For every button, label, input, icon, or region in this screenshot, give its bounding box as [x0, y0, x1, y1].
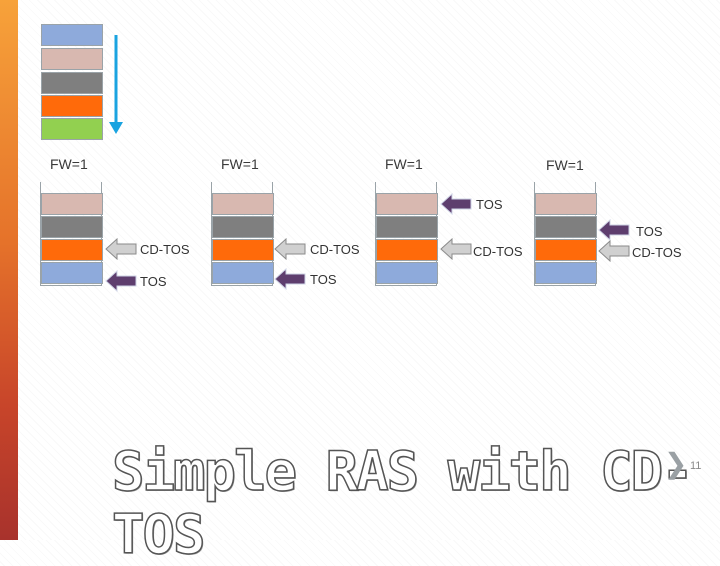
cd-tos-pointer-icon — [274, 238, 306, 260]
tos-label: TOS — [636, 224, 663, 239]
stack-slot-pink — [212, 193, 274, 215]
stack-slot-pink — [41, 193, 103, 215]
fw-label-1: FW=1 — [50, 156, 88, 172]
tos-pointer-icon — [274, 268, 306, 290]
stack-slot-blue — [376, 262, 438, 284]
cd-tos-pointer-icon — [105, 238, 137, 260]
cd-tos-label: CD-TOS — [473, 244, 523, 259]
tos-pointer-icon — [440, 193, 472, 215]
cd-tos-pointer-icon — [440, 238, 472, 260]
stack-slot-orange — [535, 239, 597, 261]
legend-slot-gray — [41, 72, 103, 94]
push-order-arrow — [109, 35, 123, 134]
cd-tos-label: CD-TOS — [310, 242, 360, 257]
fw-label-2: FW=1 — [221, 156, 259, 172]
tos-label: TOS — [310, 272, 337, 287]
legend-slot-blue — [41, 24, 103, 46]
page-number: 11 — [690, 460, 702, 472]
tos-pointer-icon — [105, 270, 137, 292]
stack-slot-blue — [41, 262, 103, 284]
stack-slot-pink — [376, 193, 438, 215]
chevron-right-icon: ❯ — [664, 448, 688, 479]
legend-slot-green — [41, 118, 103, 140]
stack-slot-blue — [212, 262, 274, 284]
fw-label-4: FW=1 — [546, 157, 584, 173]
fw-label-3: FW=1 — [385, 156, 423, 172]
stack-slot-gray — [535, 216, 597, 238]
stack-slot-orange — [376, 239, 438, 261]
legend-slot-orange — [41, 95, 103, 117]
cd-tos-pointer-icon — [598, 240, 630, 262]
stack-slot-orange — [41, 239, 103, 261]
sidebar-accent — [0, 0, 18, 540]
stack-slot-gray — [376, 216, 438, 238]
legend-slot-pink — [41, 48, 103, 70]
stack-slot-pink — [535, 193, 597, 215]
tos-pointer-icon — [598, 219, 630, 241]
stack-slot-blue — [535, 262, 597, 284]
slide-title: Simple RAS with CD-TOS — [111, 439, 694, 566]
stack-slot-gray — [41, 216, 103, 238]
stack-slot-gray — [212, 216, 274, 238]
tos-label: TOS — [476, 197, 503, 212]
cd-tos-label: CD-TOS — [140, 242, 190, 257]
cd-tos-label: CD-TOS — [632, 245, 682, 260]
stack-slot-orange — [212, 239, 274, 261]
tos-label: TOS — [140, 274, 167, 289]
